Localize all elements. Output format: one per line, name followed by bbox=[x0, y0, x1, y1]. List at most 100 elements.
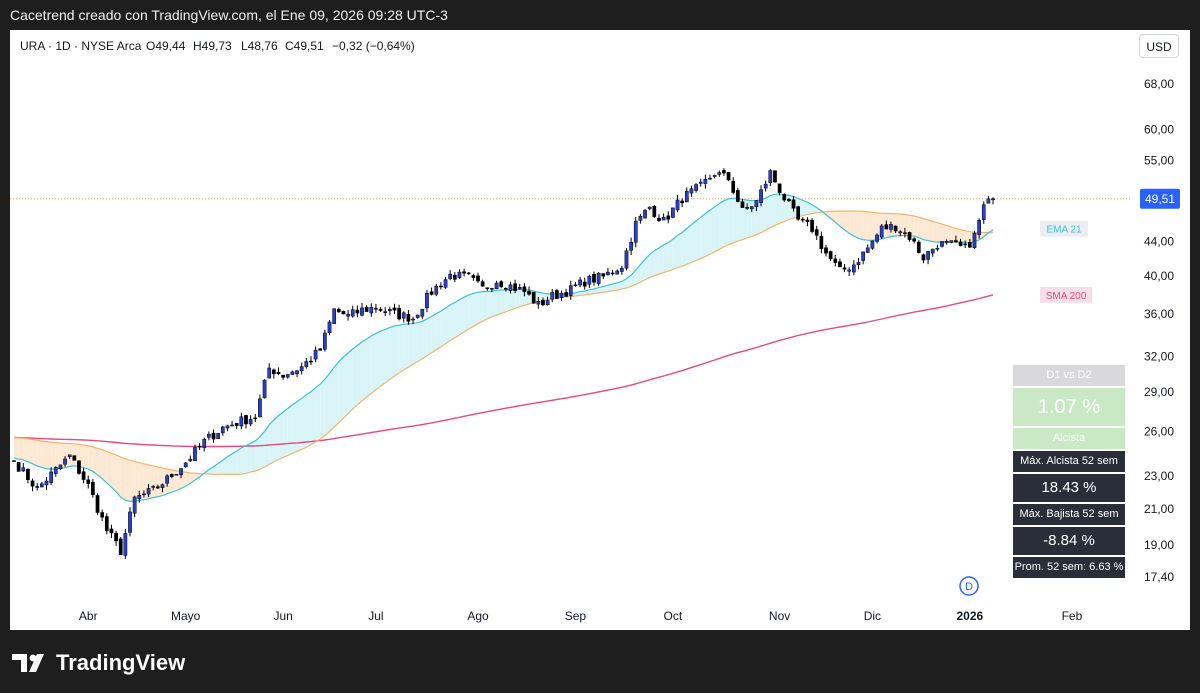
candle-body[interactable] bbox=[304, 361, 309, 367]
candle-body[interactable] bbox=[791, 199, 796, 209]
candle-body[interactable] bbox=[262, 379, 267, 399]
candle-body[interactable] bbox=[935, 248, 940, 250]
candle-body[interactable] bbox=[197, 445, 202, 448]
candle-body[interactable] bbox=[207, 434, 211, 438]
candle-body[interactable] bbox=[100, 512, 105, 518]
candle-body[interactable] bbox=[861, 251, 865, 261]
candle-body[interactable] bbox=[476, 275, 480, 282]
candle-body[interactable] bbox=[230, 424, 234, 427]
candle-body[interactable] bbox=[958, 241, 963, 246]
candle-body[interactable] bbox=[183, 462, 188, 468]
candle-body[interactable] bbox=[239, 416, 244, 427]
candle-body[interactable] bbox=[745, 207, 749, 209]
candle-body[interactable] bbox=[675, 199, 680, 211]
candle-body[interactable] bbox=[517, 287, 522, 290]
candle-body[interactable] bbox=[810, 219, 814, 232]
candle-body[interactable] bbox=[536, 301, 541, 305]
candle-body[interactable] bbox=[717, 172, 722, 175]
candle-body[interactable] bbox=[833, 258, 838, 263]
candle-body[interactable] bbox=[889, 224, 893, 230]
candle-body[interactable] bbox=[271, 369, 276, 375]
candle-body[interactable] bbox=[429, 291, 434, 295]
candle-body[interactable] bbox=[499, 281, 504, 287]
candle-body[interactable] bbox=[350, 309, 355, 317]
candle-body[interactable] bbox=[926, 251, 930, 260]
candle-body[interactable] bbox=[619, 267, 624, 272]
candle-body[interactable] bbox=[596, 273, 601, 284]
candle-body[interactable] bbox=[698, 181, 703, 184]
candle-body[interactable] bbox=[726, 172, 731, 181]
candle-body[interactable] bbox=[754, 200, 759, 208]
candle-body[interactable] bbox=[954, 240, 958, 243]
candle-body[interactable] bbox=[188, 458, 193, 462]
candle-body[interactable] bbox=[977, 220, 981, 235]
candle-body[interactable] bbox=[323, 332, 327, 350]
tradingview-logo[interactable]: TradingView bbox=[12, 650, 185, 676]
candle-body[interactable] bbox=[146, 488, 151, 495]
candle-body[interactable] bbox=[796, 206, 801, 220]
candle-body[interactable] bbox=[703, 179, 708, 184]
candle-body[interactable] bbox=[847, 269, 852, 272]
candle-body[interactable] bbox=[318, 348, 323, 351]
candle-body[interactable] bbox=[684, 191, 689, 203]
candle-body[interactable] bbox=[16, 462, 21, 472]
candle-body[interactable] bbox=[592, 274, 596, 283]
candle-body[interactable] bbox=[411, 318, 415, 321]
candle-body[interactable] bbox=[309, 360, 313, 363]
candle-body[interactable] bbox=[202, 439, 207, 449]
candle-body[interactable] bbox=[981, 204, 986, 220]
candle-body[interactable] bbox=[155, 486, 160, 489]
candle-body[interactable] bbox=[248, 419, 253, 425]
candle-body[interactable] bbox=[986, 198, 991, 204]
candle-body[interactable] bbox=[921, 254, 926, 261]
candle-body[interactable] bbox=[731, 181, 736, 193]
candle-body[interactable] bbox=[30, 480, 35, 487]
candle-body[interactable] bbox=[930, 248, 935, 254]
candle-body[interactable] bbox=[452, 274, 457, 280]
candle-body[interactable] bbox=[568, 285, 573, 296]
candle-body[interactable] bbox=[58, 464, 63, 470]
candle-body[interactable] bbox=[787, 199, 791, 202]
candle-body[interactable] bbox=[708, 177, 712, 180]
candle-body[interactable] bbox=[559, 292, 564, 298]
currency-button[interactable]: USD bbox=[1139, 34, 1179, 58]
candle-body[interactable] bbox=[800, 218, 805, 221]
candle-body[interactable] bbox=[884, 224, 889, 230]
candle-body[interactable] bbox=[610, 272, 615, 275]
candle-body[interactable] bbox=[374, 308, 378, 310]
candle-body[interactable] bbox=[457, 271, 462, 278]
candle-body[interactable] bbox=[462, 271, 466, 274]
candle-body[interactable] bbox=[355, 309, 360, 314]
candle-body[interactable] bbox=[768, 170, 773, 183]
candle-body[interactable] bbox=[494, 282, 499, 289]
candle-body[interactable] bbox=[290, 371, 295, 375]
candle-body[interactable] bbox=[480, 281, 485, 287]
candle-body[interactable] bbox=[944, 240, 949, 244]
candle-body[interactable] bbox=[466, 272, 471, 275]
candle-body[interactable] bbox=[81, 471, 86, 480]
candle-body[interactable] bbox=[341, 311, 346, 315]
candle-body[interactable] bbox=[360, 307, 364, 316]
candle-body[interactable] bbox=[661, 216, 666, 221]
candle-body[interactable] bbox=[647, 206, 652, 210]
candle-body[interactable] bbox=[735, 190, 740, 202]
candle-body[interactable] bbox=[118, 538, 123, 556]
candle-body[interactable] bbox=[838, 261, 842, 268]
candle-body[interactable] bbox=[763, 183, 768, 189]
candle-body[interactable] bbox=[940, 241, 944, 247]
candle-body[interactable] bbox=[629, 241, 633, 251]
candle-body[interactable] bbox=[652, 206, 657, 217]
candle-body[interactable] bbox=[777, 183, 782, 193]
candle-body[interactable] bbox=[722, 170, 726, 174]
candle-body[interactable] bbox=[439, 285, 443, 288]
candle-body[interactable] bbox=[415, 314, 420, 318]
candle-body[interactable] bbox=[123, 533, 128, 556]
candle-body[interactable] bbox=[295, 370, 299, 375]
candle-body[interactable] bbox=[875, 234, 879, 242]
candle-body[interactable] bbox=[39, 483, 44, 488]
candle-body[interactable] bbox=[378, 309, 383, 311]
candle-body[interactable] bbox=[749, 206, 754, 210]
candle-body[interactable] bbox=[193, 447, 197, 462]
candle-body[interactable] bbox=[313, 349, 318, 360]
candle-body[interactable] bbox=[211, 432, 216, 440]
